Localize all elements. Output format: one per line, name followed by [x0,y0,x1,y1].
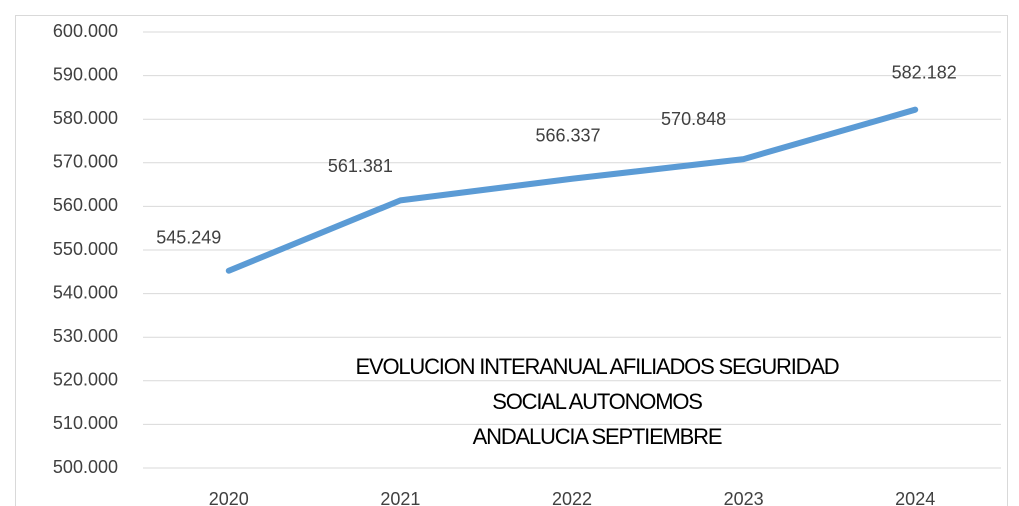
data-label: 582.182 [892,62,957,82]
x-tick-label: 2021 [380,489,420,506]
y-tick-label: 600.000 [53,21,118,41]
data-label: 566.337 [535,126,600,146]
x-tick-label: 2024 [895,489,935,506]
y-tick-label: 500.000 [53,457,118,477]
y-tick-label: 590.000 [53,64,118,84]
x-tick-label: 2023 [724,489,764,506]
y-tick-label: 510.000 [53,413,118,433]
x-tick-label: 2022 [552,489,592,506]
y-tick-label: 530.000 [53,326,118,346]
chart-title: EVOLUCION INTERANUAL AFILIADOS SEGURIDAD [356,354,839,379]
y-tick-label: 570.000 [53,152,118,172]
y-tick-label: 560.000 [53,195,118,215]
y-tick-label: 540.000 [53,282,118,302]
y-tick-label: 580.000 [53,108,118,128]
line [225,106,919,274]
y-tick-label: 520.000 [53,370,118,390]
data-label: 570.848 [661,109,726,129]
data-label: 561.381 [328,156,393,176]
chart-title: ANDALUCIA SEPTIEMBRE [473,424,722,449]
y-tick-label: 550.000 [53,239,118,259]
chart-title: SOCIAL AUTONOMOS [492,389,702,414]
data-label: 545.249 [156,227,221,247]
x-tick-label: 2020 [209,489,249,506]
